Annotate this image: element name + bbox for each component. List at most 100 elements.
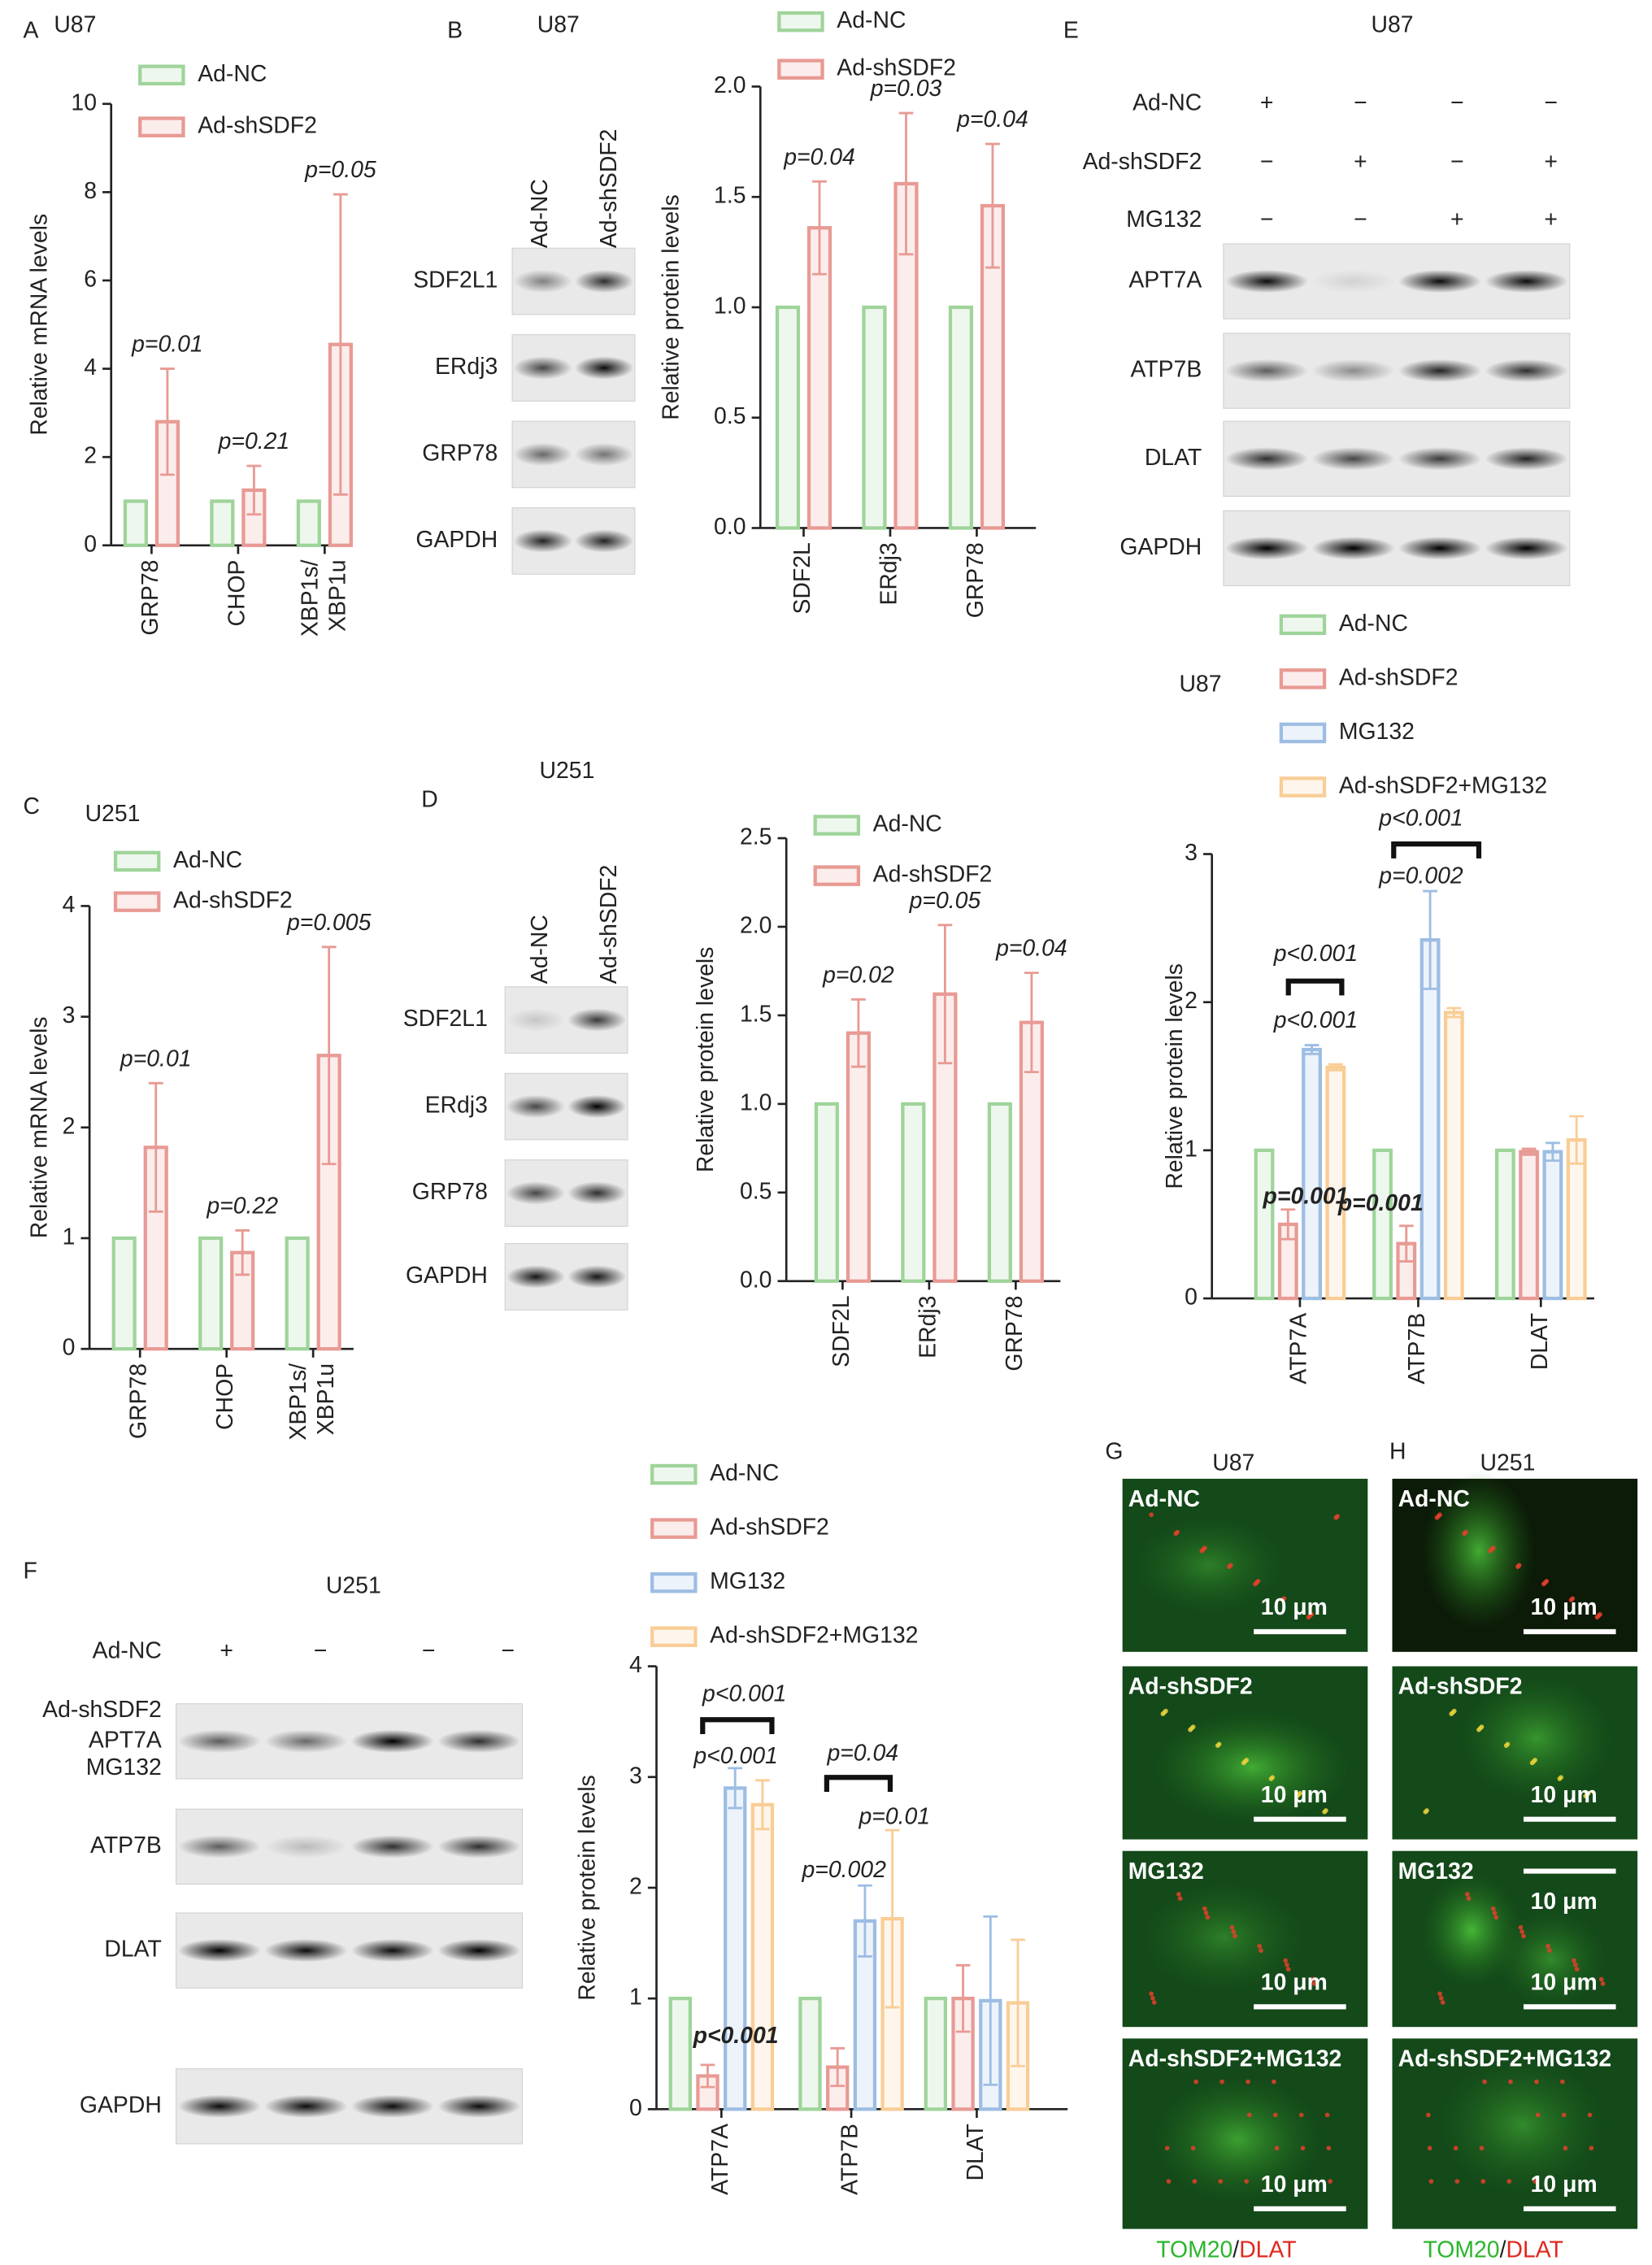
blot-row-label: GRP78 — [422, 440, 498, 466]
bar — [285, 1236, 310, 1351]
x-tick-label: XBP1s/XBP1u — [285, 1363, 339, 1441]
y-tick-label: 0 — [63, 1335, 76, 1361]
y-tick-label: 1 — [63, 1224, 76, 1250]
x-tick-label: CHOP — [224, 560, 250, 627]
dlat-dot — [1229, 1924, 1235, 1930]
legend-swatch — [650, 1463, 698, 1485]
dlat-dot — [1232, 1933, 1237, 1939]
blot-band — [1225, 447, 1309, 471]
blot-band — [1485, 447, 1568, 471]
y-axis-label: Relative protein levels — [1162, 963, 1188, 1189]
legend-label: Ad-shSDF2 — [1339, 664, 1459, 690]
dlat-dot — [1438, 1995, 1444, 2001]
p-value: p=0.04 — [826, 1740, 898, 1766]
dlat-dot — [1515, 1564, 1520, 1569]
panel-letter: E — [1063, 18, 1079, 44]
blot-row-label: ATP7B — [1130, 357, 1202, 383]
dlat-dot — [1188, 1727, 1193, 1732]
error-bar — [246, 464, 262, 516]
dlat-dot — [1493, 1915, 1499, 1920]
blot-band — [437, 2094, 521, 2118]
scale-label: 10 μm — [1531, 1594, 1598, 1620]
dlat-dot — [1437, 1991, 1442, 1997]
blot-band — [1398, 269, 1482, 293]
y-tick-label: 8 — [84, 178, 97, 204]
x-tick-label: DLAT — [1527, 1313, 1553, 1370]
y-tick-label: 0.0 — [740, 1267, 772, 1293]
micrograph-label: Ad-NC — [1398, 1486, 1470, 1512]
blot-band — [1311, 447, 1395, 471]
bar — [210, 499, 235, 547]
bar — [814, 1102, 839, 1283]
lane-label: Ad-shSDF2 — [596, 865, 622, 985]
y-axis-label: Relative mRNA levels — [26, 1016, 52, 1238]
bar — [296, 499, 321, 547]
dlat-dot — [1583, 1793, 1589, 1799]
p-value: p=0.002 — [802, 1857, 887, 1883]
x-tick-label: GRP78 — [137, 560, 163, 636]
p-value: p<0.001 — [702, 1681, 786, 1707]
dlat-dot — [1454, 2179, 1460, 2184]
y-tick-label: 2 — [1185, 988, 1198, 1014]
dlat-dot — [1150, 1995, 1155, 2001]
p-value: p=0.22 — [206, 1193, 278, 1219]
bar — [775, 305, 801, 530]
blot-row-label: SDF2L1 — [413, 267, 498, 293]
legend-label: Ad-shSDF2+MG132 — [1339, 773, 1547, 799]
x-tick-label-line: XBP1s/ — [285, 1363, 311, 1441]
dlat-dot — [1534, 2079, 1539, 2085]
blot-band — [437, 1938, 521, 1963]
dlat-dot — [1218, 2179, 1224, 2184]
blot-band — [506, 1265, 566, 1289]
legend-swatch — [650, 1518, 698, 1539]
blot-band — [264, 1835, 348, 1859]
y-tick-label: 1 — [629, 1985, 642, 2011]
bar — [198, 1236, 224, 1351]
dlat-dot — [1274, 2145, 1280, 2151]
micrograph-label: MG132 — [1398, 1859, 1474, 1885]
blot-band — [1485, 359, 1568, 383]
legend-swatch — [813, 815, 861, 836]
y-axis-label: Relative protein levels — [693, 947, 719, 1173]
blot-row-label: APT7A — [89, 1727, 162, 1753]
dlat-dot — [1192, 2179, 1198, 2184]
y-tick-label: 3 — [63, 1002, 76, 1028]
bar — [1542, 1150, 1563, 1301]
p-value: p=0.01 — [120, 1046, 192, 1072]
y-tick-label: 0 — [629, 2095, 642, 2121]
dlat-dot — [1160, 1711, 1166, 1716]
legend-label: Ad-NC — [1339, 611, 1408, 637]
y-tick-label: 2.0 — [740, 912, 772, 938]
panel-letter: H — [1389, 1438, 1406, 1464]
legend-swatch — [1279, 776, 1327, 798]
error-bar — [321, 946, 337, 1166]
bar — [987, 1102, 1012, 1283]
dlat-dot — [1199, 1548, 1205, 1554]
bar — [1302, 1047, 1322, 1301]
scale-label: 10 μm — [1261, 1594, 1328, 1620]
micrograph-label: Ad-shSDF2 — [1398, 1674, 1523, 1700]
blot-band — [567, 1008, 627, 1032]
treatment-sign: + — [1450, 207, 1464, 233]
y-tick-label: 3 — [629, 1763, 642, 1789]
blot-band — [513, 529, 572, 553]
treatment-sign: − — [1544, 89, 1558, 115]
y-tick-label: 4 — [629, 1652, 642, 1678]
error-bar — [700, 2063, 715, 2089]
x-tick-label: ATP7B — [837, 2124, 863, 2195]
dlat-dot — [1257, 1943, 1263, 1949]
micrograph-label: Ad-NC — [1128, 1486, 1200, 1512]
dlat-dot — [1594, 1615, 1600, 1620]
dlat-dot — [1492, 1911, 1498, 1915]
y-tick-label: 1.5 — [740, 1001, 772, 1027]
blot-row-label: GAPDH — [1119, 534, 1202, 560]
error-bar — [148, 1081, 163, 1213]
cell-body — [1129, 1515, 1289, 1616]
dlat-dot — [1423, 1809, 1428, 1815]
bar — [901, 1102, 926, 1283]
dlat-dot — [1521, 1933, 1526, 1939]
dlat-dot — [1272, 2079, 1276, 2085]
blot-band — [350, 1835, 434, 1859]
dlat-dot — [1219, 2079, 1224, 2085]
dlat-dot — [1241, 1760, 1246, 1766]
